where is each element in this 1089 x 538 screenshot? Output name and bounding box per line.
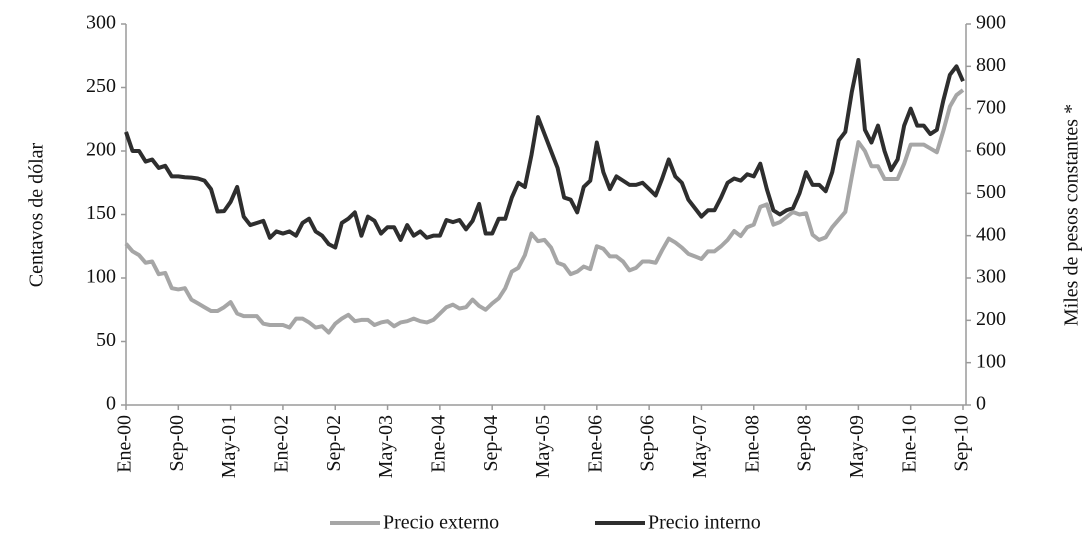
x-tick-label: Sep-04 xyxy=(480,415,502,472)
legend-label: Precio externo xyxy=(383,512,499,534)
series-line xyxy=(124,57,965,250)
y2-axis-title: Miles de pesos constantes * xyxy=(1061,104,1083,326)
y2-tick-label: 600 xyxy=(976,139,1006,161)
series-line xyxy=(124,88,965,335)
legend-label: Precio interno xyxy=(648,512,761,534)
x-tick-label: Ene-10 xyxy=(898,415,920,473)
x-tick-label: Sep-10 xyxy=(951,415,973,472)
y2-tick-label: 100 xyxy=(976,350,1006,372)
y2-tick-label: 900 xyxy=(976,12,1006,34)
x-tick-label: May-01 xyxy=(218,415,240,478)
y2-tick-label: 0 xyxy=(976,393,986,415)
x-tick-label: Ene-06 xyxy=(584,415,606,473)
y2-tick-label: 500 xyxy=(976,181,1006,203)
x-tick-label: May-05 xyxy=(532,415,554,478)
x-tick-label: Sep-06 xyxy=(637,415,659,472)
x-tick-label: Sep-02 xyxy=(323,415,345,472)
y2-tick-label: 200 xyxy=(976,308,1006,330)
x-tick-label: May-09 xyxy=(846,415,868,478)
x-tick-label: Sep-00 xyxy=(166,415,188,472)
y2-tick-label: 700 xyxy=(976,96,1006,118)
y-tick-label: 150 xyxy=(86,202,116,224)
y-tick-label: 100 xyxy=(86,266,116,288)
x-tick-label: May-07 xyxy=(689,415,711,478)
y-tick-label: 50 xyxy=(96,329,116,351)
y2-tick-label: 400 xyxy=(976,223,1006,245)
x-tick-label: Ene-00 xyxy=(114,415,136,473)
y2-tick-label: 800 xyxy=(976,54,1006,76)
x-tick-label: Ene-08 xyxy=(741,415,763,473)
y-tick-label: 300 xyxy=(86,12,116,34)
x-tick-label: May-03 xyxy=(375,415,397,478)
y-axis-title: Centavos de dólar xyxy=(26,142,48,287)
x-tick-label: Ene-02 xyxy=(271,415,293,473)
y2-tick-label: 300 xyxy=(976,266,1006,288)
y-tick-label: 0 xyxy=(106,393,116,415)
x-tick-label: Ene-04 xyxy=(427,415,449,473)
y-tick-label: 250 xyxy=(86,75,116,97)
y-tick-label: 200 xyxy=(86,139,116,161)
x-tick-label: Sep-08 xyxy=(794,415,816,472)
